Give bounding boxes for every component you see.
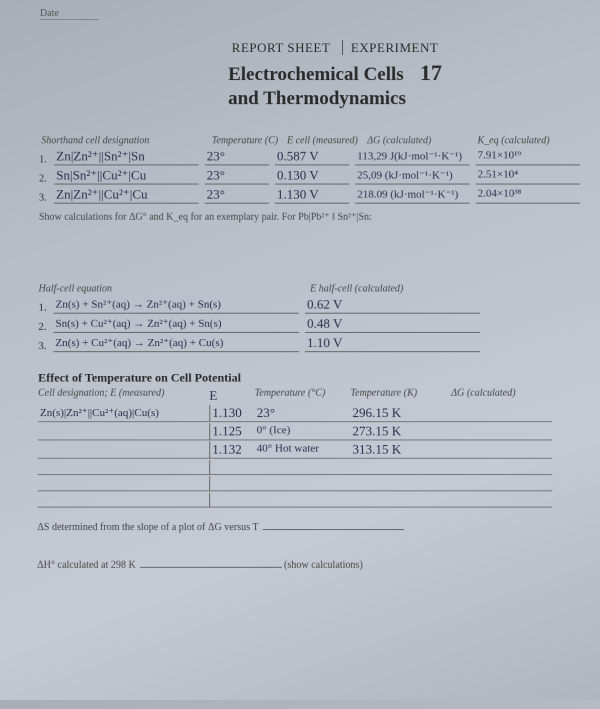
date-label: Date <box>40 8 99 20</box>
col-eff-tk: Temperature (K) <box>350 387 451 403</box>
table-row: 1. Zn|Zn²⁺||Sn²⁺|Sn 23° 0.587 V 113,29 J… <box>39 148 571 165</box>
effect-section: Cell designation; E (measured) E Tempera… <box>37 387 572 507</box>
col-cell-designation: Shorthand cell designation <box>39 135 210 146</box>
col-keq: K_eq (calculated) <box>475 135 575 146</box>
table-row <box>37 492 572 507</box>
table-row: Zn(s)|Zn²⁺||Cu²⁺(aq)|Cu(s) 1.130 23° 296… <box>38 404 572 421</box>
col-eff-dg: ΔG (calculated) <box>451 387 552 403</box>
table-row <box>38 476 573 491</box>
top-labels: Date <box>40 8 570 20</box>
col-temperature: Temperature (C) <box>210 135 285 146</box>
report-sheet-label: REPORT SHEET <box>232 40 330 55</box>
experiment-label: EXPERIMENT <box>351 40 438 55</box>
half-cell-section: Half-cell equation E half-cell (calculat… <box>38 283 572 352</box>
col-eff-cell: Cell designation; E (measured) <box>38 387 209 403</box>
table-row <box>38 459 573 474</box>
col-ecell: E cell (measured) <box>285 135 365 146</box>
col-dg: ΔG (calculated) <box>365 135 475 146</box>
table-row: 2. Sn|Sn²⁺||Cu²⁺|Cu 23° 0.130 V 25,09 (k… <box>39 167 571 184</box>
experiment-number: 17 <box>420 60 442 86</box>
table-row: 1.125 0° (Ice) 273.15 K <box>38 423 573 440</box>
header-block: REPORT SHEET EXPERIMENT Electrochemical … <box>100 40 571 111</box>
page-title: Electrochemical Cells and Thermodynamics <box>228 63 406 111</box>
table-row: 3. Zn|Zn²⁺||Cu²⁺|Cu 23° 1.130 V 218.09 (… <box>39 186 571 203</box>
ds-line: ΔS determined from the slope of a plot o… <box>37 521 572 532</box>
table-row: 2. Sn(s) + Cu²⁺(aq) → Zn²⁺(aq) + Sn(s) 0… <box>38 315 571 332</box>
worksheet-page: Date REPORT SHEET EXPERIMENT Electrochem… <box>0 0 600 709</box>
dh-line: ΔH° calculated at 298 K (show calculatio… <box>37 559 573 570</box>
effect-title: Effect of Temperature on Cell Potential <box>38 370 572 385</box>
col-eff-e: E <box>209 387 254 403</box>
col-eff-tc: Temperature (°C) <box>255 387 351 403</box>
calc-note: Show calculations for ΔG° and K_eq for a… <box>39 211 571 222</box>
col-half-e: E half-cell (calculated) <box>310 283 511 294</box>
cell-table: Shorthand cell designation Temperature (… <box>39 135 571 223</box>
table-row: 1.132 40° Hot water 313.15 K <box>38 441 573 458</box>
table-row: 1. Zn(s) + Sn²⁺(aq) → Zn²⁺(aq) + Sn(s) 0… <box>38 296 571 313</box>
table-row: 3. Zn(s) + Cu²⁺(aq) → Zn²⁺(aq) + Cu(s) 1… <box>38 334 572 351</box>
col-half-eq: Half-cell equation <box>39 283 311 294</box>
